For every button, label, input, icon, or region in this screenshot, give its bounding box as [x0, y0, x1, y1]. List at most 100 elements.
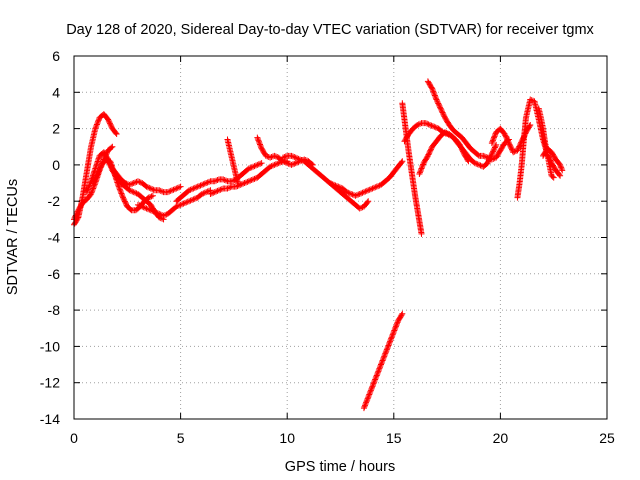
data-point [245, 165, 252, 172]
data-point-fill [380, 356, 387, 363]
data-point [203, 189, 210, 196]
data-point-fill [240, 180, 247, 187]
data-point [288, 152, 295, 159]
data-point [83, 189, 90, 196]
data-point [437, 105, 444, 112]
data-point [271, 152, 278, 159]
data-point-fill [387, 338, 394, 345]
data-point-fill [372, 375, 379, 382]
data-point-fill [93, 122, 100, 129]
data-point-fill [157, 211, 164, 218]
data-point-fill [272, 161, 279, 168]
data-point-fill [136, 178, 143, 185]
data-point-fill [505, 138, 512, 145]
data-point-fill [254, 136, 261, 143]
data-point-fill [443, 129, 450, 136]
data-point-fill [112, 129, 119, 136]
data-point [173, 203, 180, 210]
data-point-fill [346, 190, 353, 197]
data-point [427, 121, 434, 128]
data-point-fill [93, 121, 100, 128]
data-point-fill [132, 189, 139, 196]
y-tick-label: 2 [52, 121, 60, 137]
data-point [147, 185, 154, 192]
data-point-fill [511, 148, 518, 155]
data-point-fill [382, 349, 389, 356]
data-point [271, 161, 278, 168]
data-point-fill [430, 88, 437, 95]
data-point-fill [119, 193, 126, 200]
data-point [203, 180, 210, 187]
data-point [514, 147, 521, 154]
data-point-fill [439, 109, 446, 116]
data-point-fill [528, 97, 535, 104]
data-point-fill [74, 209, 81, 216]
data-point-fill [392, 324, 399, 331]
data-point [181, 200, 188, 207]
data-point-fill [200, 190, 207, 197]
data-point-fill [368, 386, 375, 393]
data-point-fill [366, 390, 373, 397]
data-point-fill [85, 185, 92, 192]
data-point [186, 198, 193, 205]
data-point-fill [387, 337, 394, 344]
data-point [145, 194, 152, 201]
ticks [73, 55, 608, 420]
data-point-fill [118, 191, 125, 198]
data-point-fill [358, 204, 365, 211]
data-point [557, 172, 564, 179]
data-point-fill [376, 364, 383, 371]
data-point [369, 383, 376, 390]
data-point-fill [252, 162, 259, 169]
data-point [284, 160, 291, 167]
data-point-fill [332, 182, 339, 189]
data-point [418, 230, 425, 237]
data-point [160, 212, 167, 219]
data-point-fill [390, 330, 397, 337]
data-point [360, 405, 367, 412]
x-tick-label: 25 [599, 430, 615, 446]
data-point-fill [144, 206, 151, 213]
data-point-fill [363, 187, 370, 194]
data-point [399, 310, 406, 317]
data-point [143, 205, 150, 212]
data-point-fill [85, 183, 92, 190]
data-point-fill [95, 117, 102, 124]
data-point-fill [93, 172, 100, 179]
data-point-fill [379, 357, 386, 364]
grid [74, 56, 607, 419]
data-point-fill [214, 187, 221, 194]
data-point-fill [363, 399, 370, 406]
data-point [424, 152, 431, 159]
data-point [122, 180, 129, 187]
data-point [493, 141, 500, 148]
data-point-fill [90, 178, 97, 185]
data-point-fill [417, 168, 424, 175]
data-point [480, 152, 487, 159]
data-point [134, 201, 141, 208]
data-point-fill [140, 204, 147, 211]
data-point-fill [438, 108, 445, 115]
data-point-fill [255, 137, 262, 144]
data-point-fill [490, 148, 497, 155]
data-point-fill [502, 133, 509, 140]
data-point [414, 121, 421, 128]
data-point-fill [255, 161, 262, 168]
data-point [441, 129, 448, 136]
data-point-fill [91, 177, 98, 184]
data-point-fill [427, 146, 434, 153]
data-point-fill [367, 387, 374, 394]
data-point-fill [370, 184, 377, 191]
data-point-fill [272, 153, 279, 160]
x-tick-label: 5 [177, 430, 185, 446]
data-point-fill [167, 187, 174, 194]
data-point [152, 209, 159, 216]
data-point [505, 140, 512, 147]
data-point [267, 163, 274, 170]
data-point-fill [440, 110, 447, 117]
data-point-fill [204, 179, 211, 186]
data-point-fill [389, 332, 396, 339]
data-point-fill [106, 120, 113, 127]
data-point-fill [285, 160, 292, 167]
data-point-fill [328, 180, 335, 187]
